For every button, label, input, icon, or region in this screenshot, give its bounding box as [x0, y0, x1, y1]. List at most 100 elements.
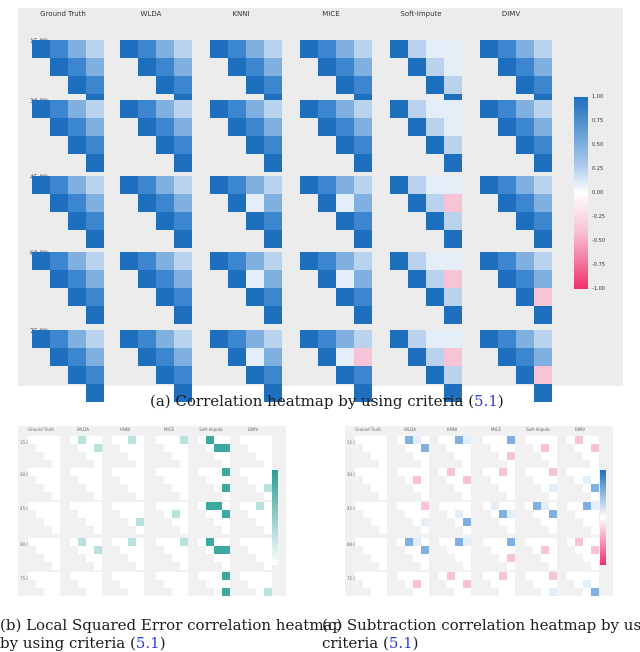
heatmap-cell	[264, 176, 282, 194]
heatmap-cell	[371, 572, 379, 580]
heatmap-cell	[256, 580, 264, 588]
heatmap-cell	[525, 538, 533, 546]
heatmap-cell	[44, 502, 52, 510]
heatmap-cell	[421, 596, 429, 604]
heatmap-cell	[68, 212, 86, 230]
heatmap-cell	[463, 510, 471, 518]
missing-rate-label-small: 75.0%	[20, 576, 33, 581]
heatmap-cell	[128, 518, 136, 526]
method-title-small: DIMV	[574, 427, 586, 432]
heatmap-cell	[138, 58, 156, 76]
heatmap-cell	[498, 270, 516, 288]
heatmap-cell	[94, 476, 102, 484]
heatmap-cell	[534, 288, 552, 306]
heatmap-cell	[32, 330, 50, 348]
heatmap-cell	[214, 468, 222, 476]
heatmap-cell	[444, 212, 462, 230]
heatmap-cell	[172, 580, 180, 588]
heatmap-cell	[575, 580, 583, 588]
heatmap-cell	[583, 468, 591, 476]
heatmap-cell	[491, 580, 499, 588]
heatmap-cell	[172, 572, 180, 580]
heatmap-cell	[379, 562, 387, 570]
heatmap-cell	[413, 554, 421, 562]
heatmap-cell	[70, 468, 78, 476]
heatmap-cell	[52, 518, 60, 526]
heatmap-cell	[50, 194, 68, 212]
heatmap-cell	[264, 58, 282, 76]
heatmap-cell	[44, 436, 52, 444]
missing-rate-label-small: 15.0%	[20, 440, 33, 445]
heatmap-cell	[421, 436, 429, 444]
heatmap-cell	[533, 476, 541, 484]
caption-b-ref[interactable]: 5.1	[135, 634, 160, 652]
method-title-small: DIMV	[247, 427, 259, 432]
heatmap-cell	[164, 468, 172, 476]
heatmap-cell	[198, 468, 206, 476]
heatmap-cell	[246, 136, 264, 154]
heatmap-cell	[354, 154, 372, 172]
heatmap-cell	[248, 468, 256, 476]
heatmap-cell	[264, 194, 282, 212]
heatmap-cell	[444, 176, 462, 194]
heatmap-cell	[180, 484, 188, 492]
heatmap-cell	[128, 436, 136, 444]
heatmap-cell	[210, 176, 228, 194]
heatmap-cell	[86, 384, 104, 402]
heatmap-cell	[516, 58, 534, 76]
heatmap-cell	[583, 538, 591, 546]
heatmap-cell	[180, 546, 188, 554]
heatmap-cell	[549, 452, 557, 460]
heatmap-cell	[264, 40, 282, 58]
heatmap-cell	[567, 502, 575, 510]
heatmap-cell	[156, 58, 174, 76]
heatmap-cell	[439, 572, 447, 580]
heatmap-cell	[354, 76, 372, 94]
heatmap-cell	[413, 452, 421, 460]
heatmap-cell	[248, 546, 256, 554]
heatmap-cell	[136, 580, 144, 588]
heatmap-cell	[516, 76, 534, 94]
heatmap-cell	[499, 502, 507, 510]
heatmap-cell	[379, 484, 387, 492]
heatmap-cell	[371, 588, 379, 596]
heatmap-cell	[499, 436, 507, 444]
heatmap-cell	[206, 572, 214, 580]
heatmap-cell	[354, 136, 372, 154]
heatmap-cell	[264, 526, 272, 534]
heatmap-cell	[264, 510, 272, 518]
heatmap-cell	[336, 270, 354, 288]
heatmap-cell	[128, 580, 136, 588]
heatmap-cell	[541, 452, 549, 460]
heatmap-cell	[444, 288, 462, 306]
caption-c-ref[interactable]: 5.1	[388, 634, 413, 652]
heatmap-cell	[156, 176, 174, 194]
heatmap-cell	[94, 502, 102, 510]
heatmap-cell	[164, 510, 172, 518]
heatmap-cell	[136, 436, 144, 444]
heatmap-cell	[44, 468, 52, 476]
heatmap-cell	[174, 58, 192, 76]
heatmap-cell	[355, 538, 363, 546]
heatmap-cell	[491, 468, 499, 476]
heatmap-cell	[355, 502, 363, 510]
heatmap-cell	[491, 510, 499, 518]
heatmap-cell	[52, 492, 60, 500]
heatmap-cell	[136, 444, 144, 452]
heatmap-cell	[164, 476, 172, 484]
heatmap-cell	[463, 596, 471, 604]
heatmap-cell	[264, 492, 272, 500]
heatmap-cell	[222, 502, 230, 510]
heatmap-cell	[222, 492, 230, 500]
heatmap-cell	[172, 510, 180, 518]
heatmap-cell	[318, 348, 336, 366]
heatmap-cell	[541, 588, 549, 596]
colorbar-tick: 1.00	[592, 94, 604, 100]
heatmap-cell	[112, 502, 120, 510]
caption-c-line1: (c) Subtraction correlation heatmap by u…	[322, 616, 640, 634]
caption-a-ref[interactable]: 5.1	[474, 392, 498, 410]
heatmap-cell	[214, 538, 222, 546]
heatmap-cell	[52, 580, 60, 588]
heatmap-cell	[156, 572, 164, 580]
heatmap-cell	[228, 100, 246, 118]
